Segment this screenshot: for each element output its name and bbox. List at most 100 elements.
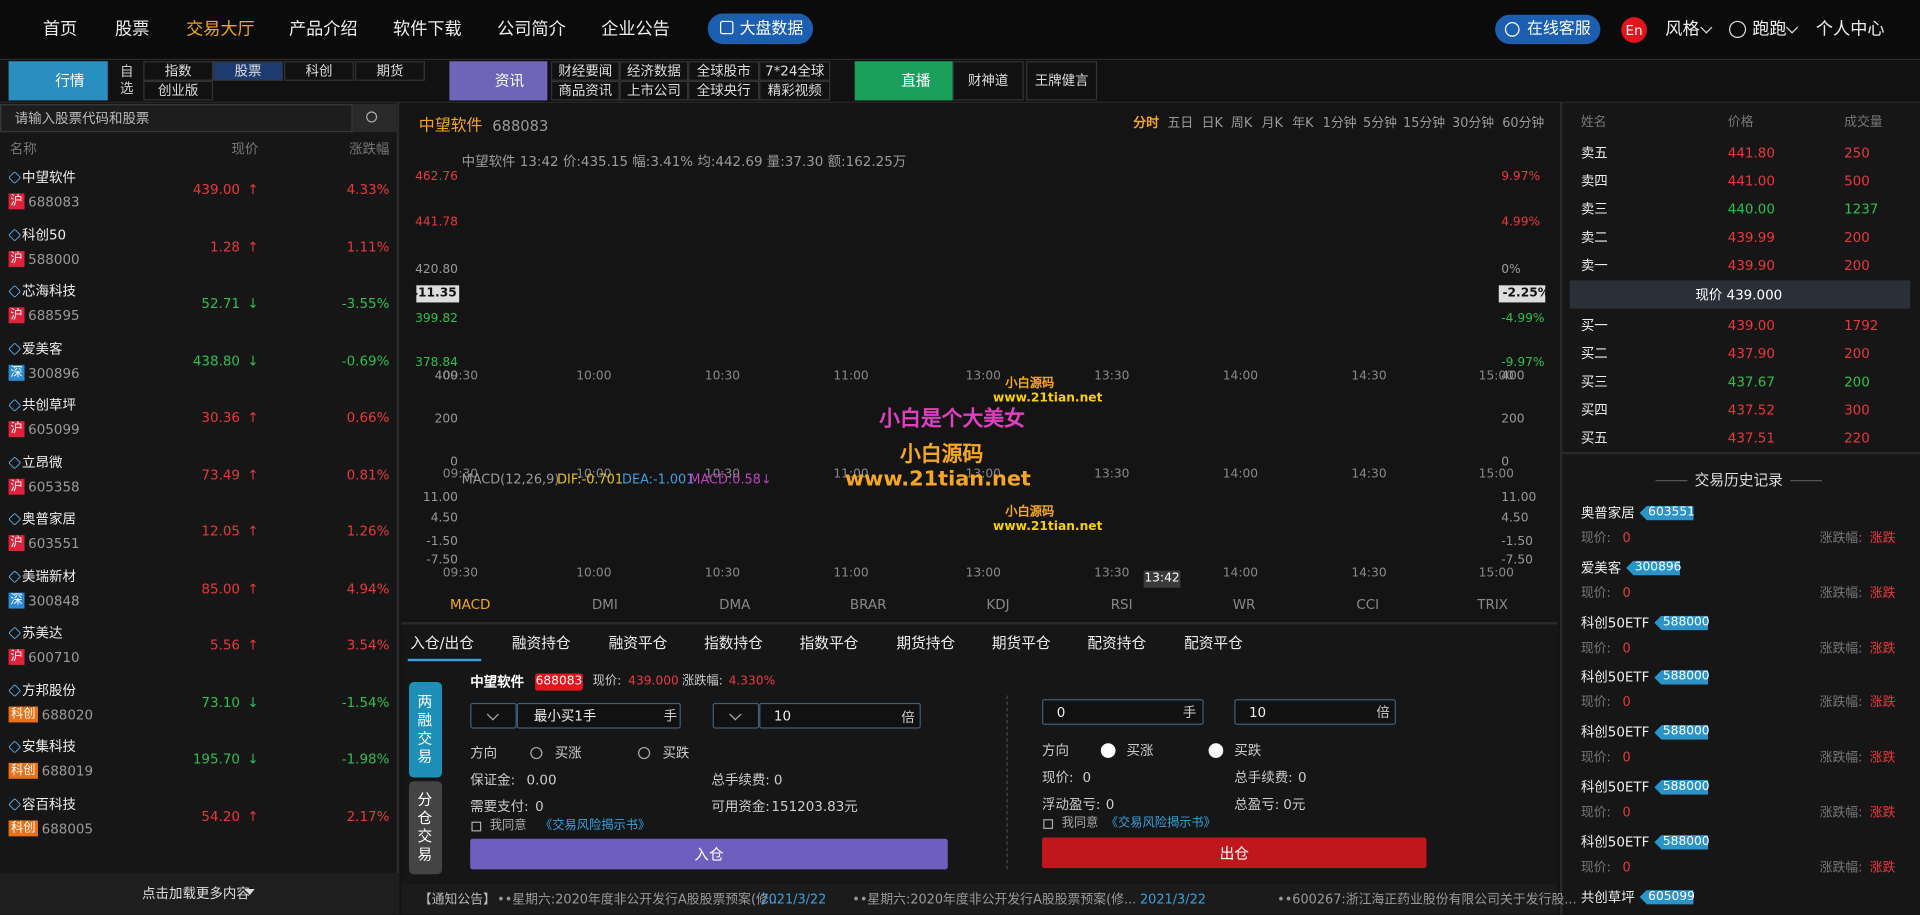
news-link[interactable]	[551, 61, 620, 81]
input-value[interactable]: 0	[1056, 704, 1066, 721]
news-link-label[interactable]: 7*24全球	[765, 63, 825, 79]
trade-tab[interactable]: 期货持仓	[896, 634, 956, 652]
live-link-label[interactable]: 财神道	[967, 72, 1009, 89]
nav-item[interactable]: 股票	[115, 19, 150, 40]
stock-name[interactable]: 美瑞新材	[22, 568, 76, 585]
period-tab[interactable]: 周K	[1230, 116, 1253, 131]
period-tab[interactable]: 1分钟	[1322, 116, 1357, 131]
live-link[interactable]	[1026, 61, 1098, 101]
trade-tab[interactable]: 融资持仓	[511, 634, 571, 652]
side-button[interactable]	[408, 682, 443, 778]
radio[interactable]	[1100, 743, 1116, 758]
nav-item[interactable]: 企业公告	[601, 19, 670, 40]
input[interactable]	[712, 702, 760, 729]
stock-name[interactable]: 安集科技	[22, 738, 76, 755]
input-value[interactable]: 10	[773, 708, 792, 725]
market-tab[interactable]	[284, 61, 354, 81]
live-tab[interactable]	[854, 61, 953, 101]
stock-name[interactable]: 容百科技	[22, 795, 76, 812]
nav-item[interactable]: 软件下载	[393, 19, 462, 40]
quotes-label[interactable]: 行情	[55, 72, 85, 90]
period-tab[interactable]: 15分钟	[1403, 116, 1446, 131]
period-tab[interactable]: 年K	[1292, 116, 1314, 131]
trade-tab[interactable]: 配资持仓	[1087, 634, 1147, 652]
input-value[interactable]: 最小买1手	[533, 708, 597, 725]
lang-label[interactable]: En	[1625, 22, 1643, 38]
news-link[interactable]	[759, 61, 831, 81]
doc-link[interactable]: 《交易风险揭示书》	[1105, 816, 1216, 831]
stock-name[interactable]: 立昂微	[22, 454, 63, 471]
nav-item[interactable]: 产品介绍	[288, 19, 358, 40]
nav-item[interactable]: 公司简介	[497, 19, 566, 40]
market-tab[interactable]	[213, 61, 283, 81]
watch-label[interactable]: 自选	[120, 63, 134, 97]
stock-name[interactable]: 共创草坪	[22, 397, 76, 414]
input-value[interactable]: 10	[1248, 704, 1267, 721]
news-link-label[interactable]: 商品资讯	[558, 82, 613, 99]
user-menu[interactable]: 跑跑	[1752, 19, 1787, 40]
trade-tab[interactable]: 指数持仓	[704, 634, 763, 652]
radio-label[interactable]: 买涨	[554, 745, 582, 762]
service-label[interactable]: 在线客服	[1526, 20, 1591, 39]
trade-tab[interactable]: 融资平仓	[608, 634, 668, 652]
checkbox[interactable]	[471, 821, 482, 832]
live-label[interactable]: 直播	[901, 72, 931, 90]
load-more[interactable]	[0, 873, 400, 915]
input[interactable]	[759, 702, 921, 729]
stock-name[interactable]: 奥普家居	[22, 511, 76, 528]
open-button[interactable]	[470, 838, 948, 870]
indicator-tab[interactable]: DMA	[719, 596, 751, 613]
market-tab-label[interactable]: 指数	[164, 63, 192, 79]
period-tab[interactable]: 60分钟	[1502, 116, 1545, 131]
trade-tab[interactable]: 指数平仓	[799, 634, 859, 652]
stock-name[interactable]: 芯海科技	[22, 283, 76, 300]
market-tab-label[interactable]: 股票	[234, 63, 262, 79]
close-button[interactable]	[1042, 837, 1427, 869]
period-tab[interactable]: 5分钟	[1363, 116, 1397, 131]
indicator-tab[interactable]: TRIX	[1477, 596, 1509, 613]
news-link-label[interactable]: 上市公司	[626, 82, 681, 99]
lang-button[interactable]	[1621, 17, 1647, 43]
radio-label[interactable]: 买涨	[1126, 742, 1154, 759]
news-tab[interactable]	[449, 61, 548, 101]
trade-tab[interactable]: 期货平仓	[991, 634, 1051, 652]
radio-label[interactable]: 买跌	[662, 745, 690, 762]
radio-label[interactable]: 买跌	[1234, 742, 1262, 759]
period-tab[interactable]: 五日	[1167, 116, 1194, 131]
market-button-label[interactable]: 大盘数据	[739, 20, 804, 39]
period-tab[interactable]: 分时	[1133, 116, 1159, 131]
checkbox[interactable]	[1043, 819, 1054, 829]
news-link[interactable]	[551, 80, 620, 101]
quotes-tab[interactable]	[8, 61, 108, 101]
news-label[interactable]: 资讯	[494, 72, 525, 90]
trade-tab[interactable]: 入仓/出仓	[410, 634, 474, 652]
ticker-text[interactable]: ••星期六:2020年度非公开发行A股股票预案(修...	[497, 892, 782, 908]
news-link-label[interactable]: 全球央行	[696, 82, 751, 99]
search-input[interactable]	[0, 104, 353, 133]
indicator-tab[interactable]: BRAR	[849, 596, 887, 613]
trade-tab[interactable]: 配资平仓	[1184, 634, 1243, 652]
news-link-label[interactable]: 经济数据	[626, 63, 681, 79]
indicator-tab[interactable]: MACD	[450, 596, 491, 613]
nav-item[interactable]: 交易大厅	[186, 19, 255, 40]
period-tab[interactable]: 月K	[1261, 116, 1283, 131]
side-button[interactable]	[408, 781, 443, 875]
close-button-label[interactable]: 出仓	[1219, 844, 1249, 863]
news-link[interactable]	[759, 80, 831, 101]
stock-name[interactable]: 苏美达	[22, 625, 63, 642]
input[interactable]	[516, 702, 681, 729]
market-tab[interactable]	[143, 61, 214, 81]
load-more-label[interactable]: 点击加载更多内容	[142, 885, 250, 902]
ticker-text[interactable]: ••星期六:2020年度非公开发行A股股票预案(修...	[852, 892, 1137, 908]
news-link-label[interactable]: 财经要闻	[558, 63, 613, 79]
indicator-tab[interactable]: KDJ	[986, 596, 1010, 613]
indicator-tab[interactable]: RSI	[1110, 596, 1133, 613]
side-button-label[interactable]: 分仓交易	[417, 791, 433, 864]
side-button-label[interactable]: 两融交易	[417, 693, 433, 766]
news-link[interactable]	[619, 80, 689, 101]
stock-name[interactable]: 爱美客	[22, 340, 63, 357]
input[interactable]	[1234, 699, 1396, 725]
live-link-label[interactable]: 王牌健言	[1034, 72, 1089, 89]
search-placeholder[interactable]: 请输入股票代码和股票	[14, 110, 150, 127]
user-center[interactable]: 个人中心	[1815, 19, 1885, 40]
